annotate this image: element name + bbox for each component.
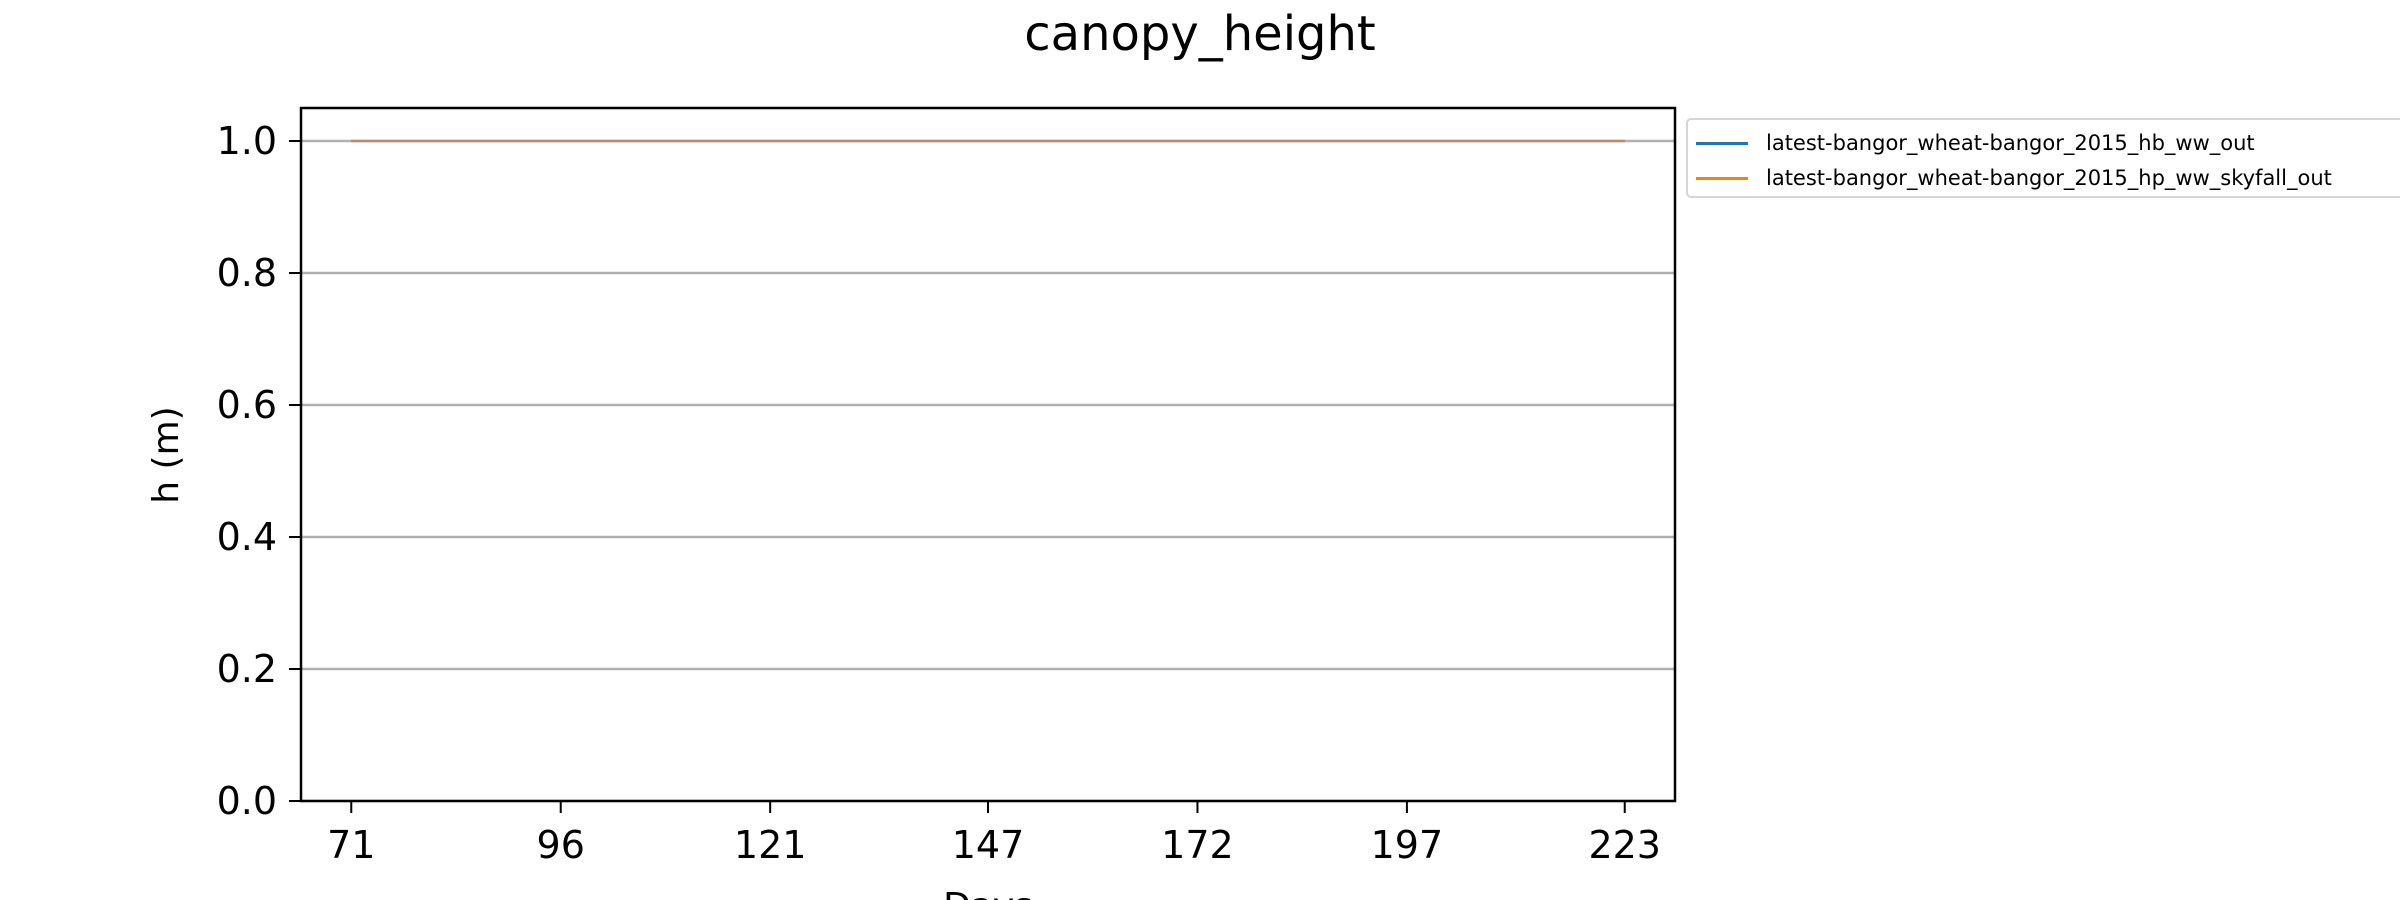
legend: latest-bangor_wheat-bangor_2015_hb_ww_ou… <box>1686 118 2400 198</box>
legend-label: latest-bangor_wheat-bangor_2015_hp_ww_sk… <box>1766 166 2332 190</box>
x-tick-label: 71 <box>327 823 375 867</box>
y-axis-label: h (m) <box>146 406 187 503</box>
x-tick-label: 197 <box>1371 823 1444 867</box>
legend-item-hb-ww-out: latest-bangor_wheat-bangor_2015_hb_ww_ou… <box>1696 128 2255 158</box>
x-tick-label: 96 <box>537 823 585 867</box>
x-axis-label: Days <box>943 886 1033 900</box>
x-tick-label: 172 <box>1161 823 1234 867</box>
y-axis-ticks: 0.0 0.2 0.4 0.6 0.8 1.0 <box>217 119 301 823</box>
chart-title: canopy_height <box>1024 6 1375 62</box>
legend-swatch-blue <box>1696 141 1748 145</box>
y-tick-label: 0.8 <box>217 251 277 295</box>
y-tick-label: 0.4 <box>217 515 277 559</box>
y-tick-label: 0.6 <box>217 383 277 427</box>
x-axis-ticks: 71 96 121 147 172 197 223 <box>327 801 1661 867</box>
x-tick-label: 147 <box>952 823 1025 867</box>
legend-label: latest-bangor_wheat-bangor_2015_hb_ww_ou… <box>1766 131 2255 155</box>
y-tick-label: 0.0 <box>217 779 277 823</box>
y-tick-label: 1.0 <box>217 119 277 163</box>
legend-item-hp-ww-skyfall-out: latest-bangor_wheat-bangor_2015_hp_ww_sk… <box>1696 163 2332 193</box>
gridlines <box>301 139 1675 803</box>
y-tick-label: 0.2 <box>217 647 277 691</box>
x-tick-label: 121 <box>734 823 807 867</box>
plot-frame <box>299 106 1677 803</box>
legend-swatch-orange <box>1696 176 1748 180</box>
x-tick-label: 223 <box>1588 823 1661 867</box>
